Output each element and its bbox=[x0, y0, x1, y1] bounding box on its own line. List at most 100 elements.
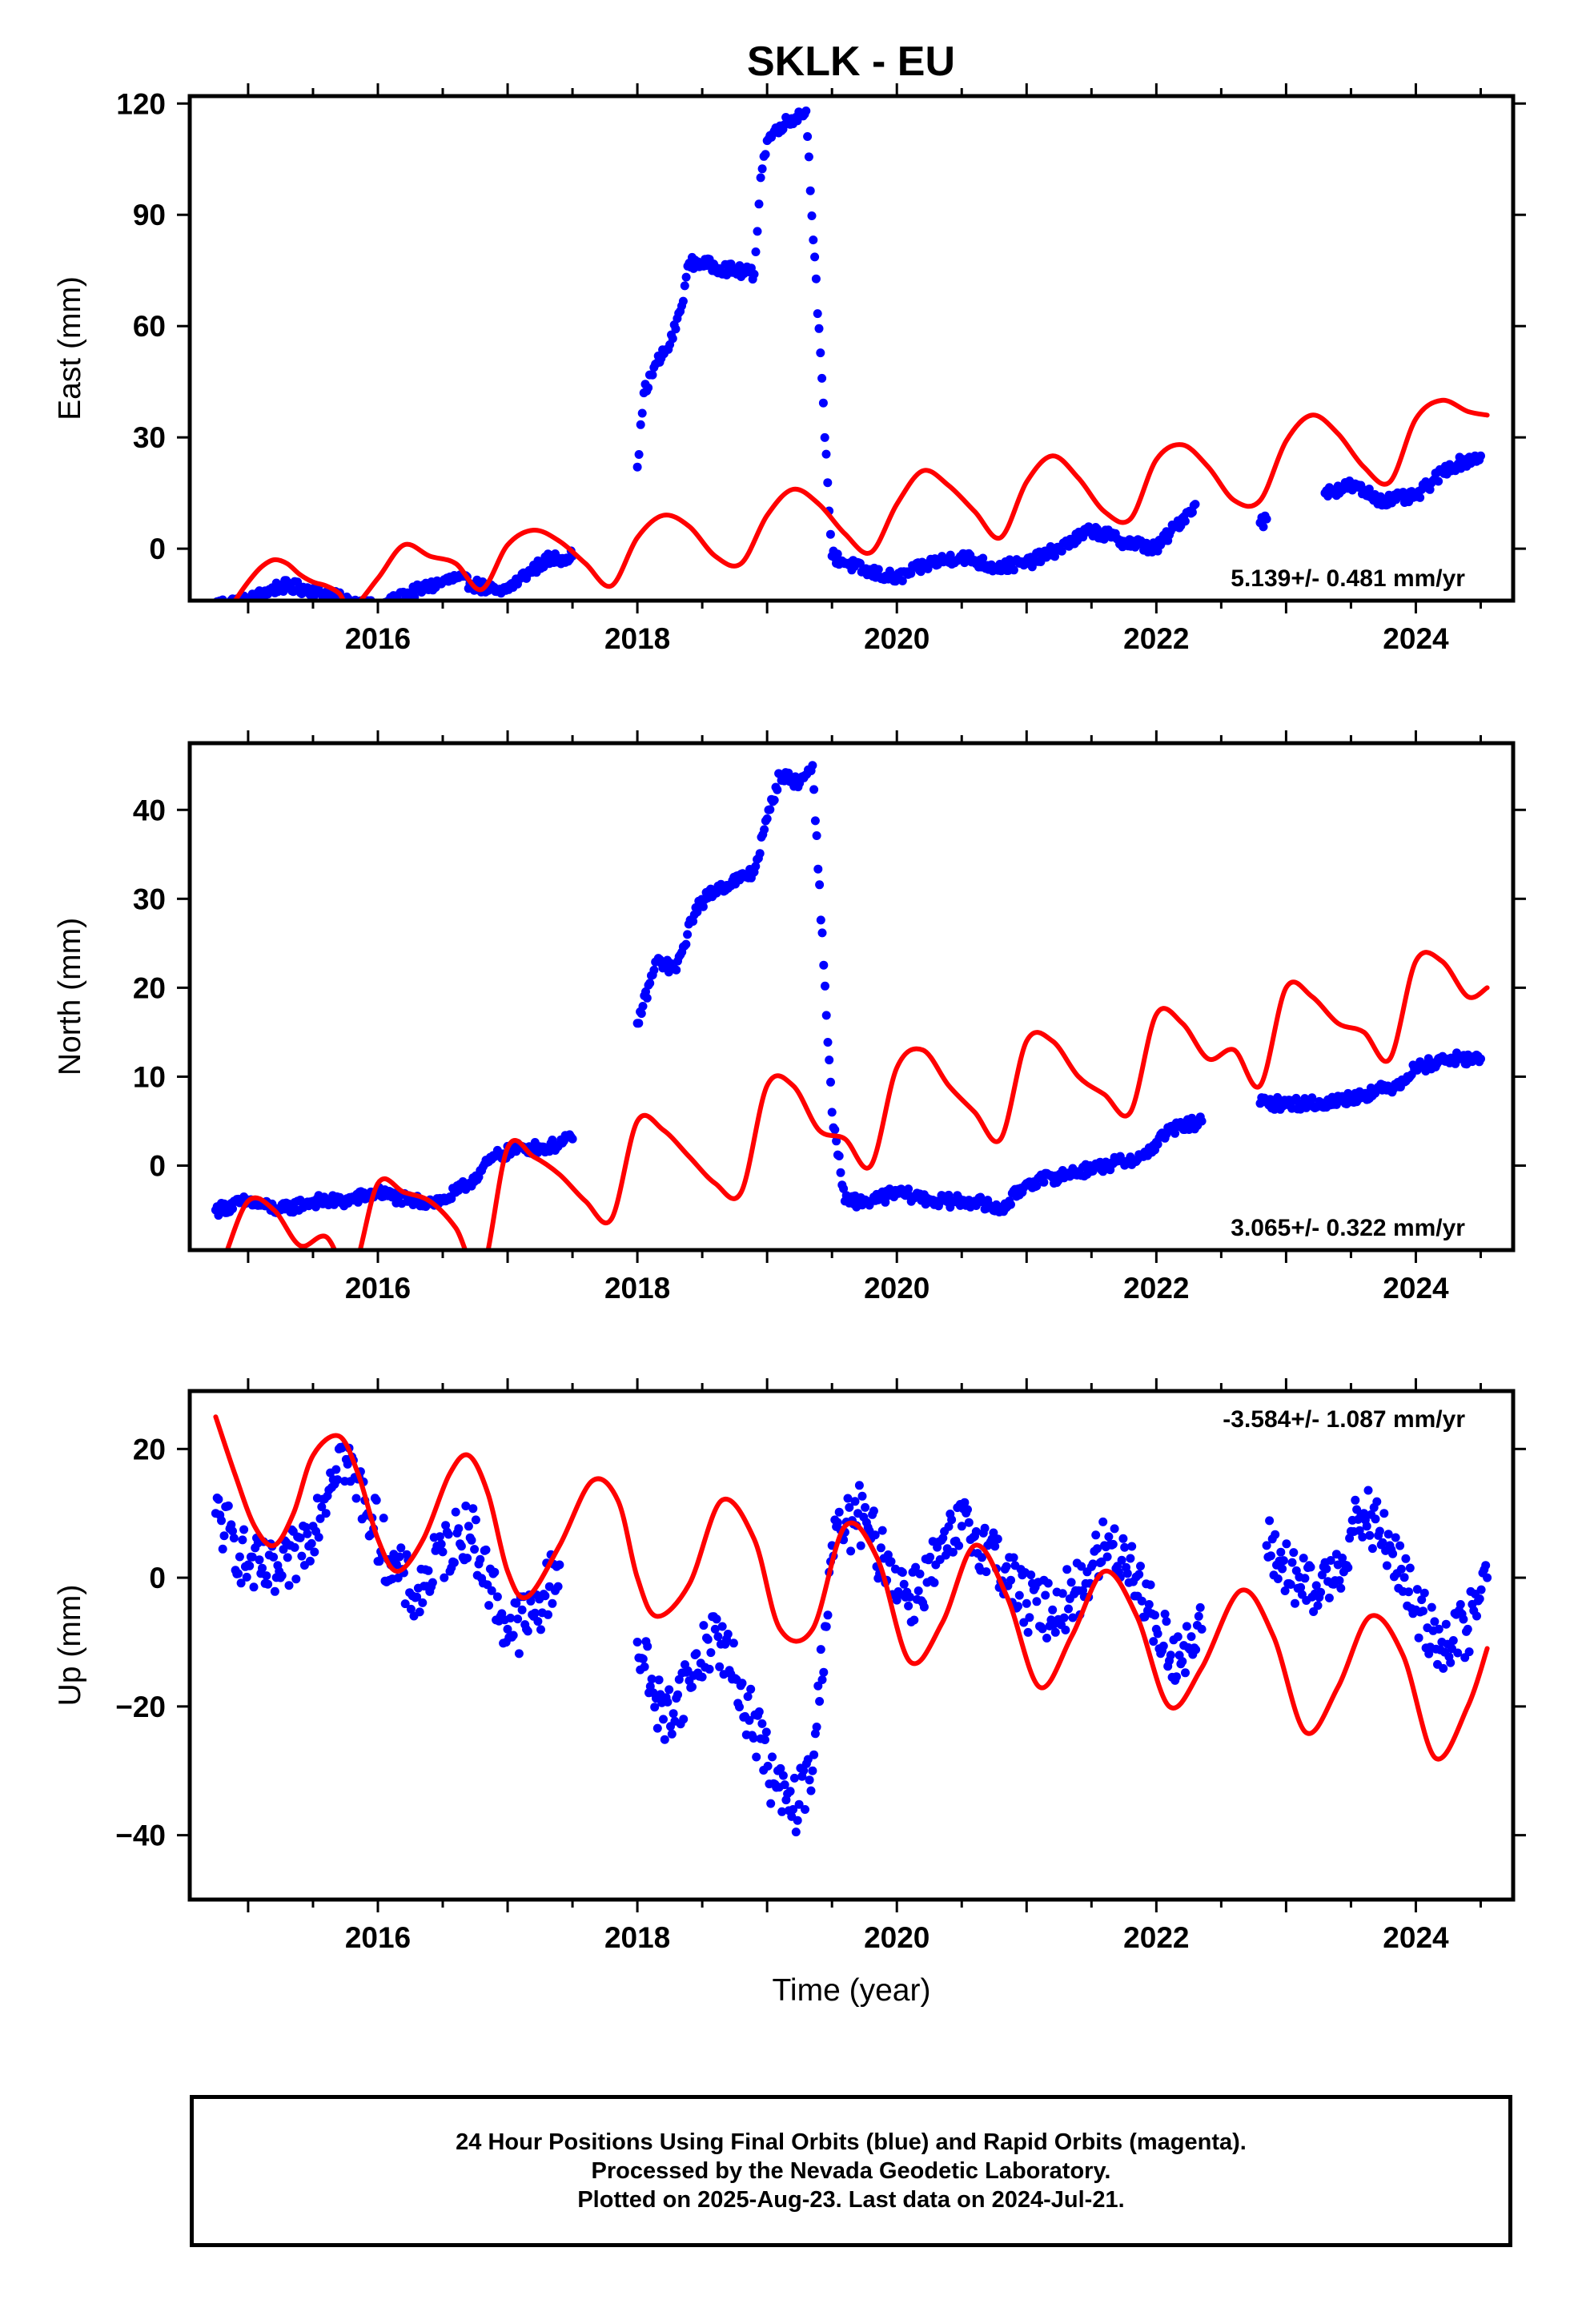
east-data-point bbox=[1009, 565, 1018, 575]
east-data-point bbox=[801, 107, 811, 115]
up-data-point bbox=[1058, 1589, 1067, 1598]
up-data-point bbox=[490, 1567, 500, 1577]
north-data-point bbox=[683, 930, 693, 939]
up-data-point bbox=[262, 1571, 271, 1581]
up-data-point bbox=[461, 1502, 471, 1510]
up-data-point bbox=[793, 1815, 802, 1825]
up-data-point bbox=[436, 1539, 446, 1549]
up-data-point bbox=[1127, 1542, 1137, 1551]
up-data-point bbox=[980, 1523, 990, 1533]
east-data-point bbox=[1180, 517, 1190, 526]
up-data-point bbox=[777, 1807, 787, 1816]
north-y-tick-label: 20 bbox=[133, 971, 166, 1004]
up-data-point bbox=[1172, 1672, 1181, 1682]
up-data-point bbox=[438, 1547, 448, 1557]
up-data-point bbox=[1118, 1534, 1128, 1543]
north-data-point bbox=[568, 1134, 577, 1144]
up-data-point bbox=[915, 1569, 925, 1578]
up-data-point bbox=[1322, 1564, 1331, 1574]
up-data-point bbox=[517, 1605, 527, 1614]
north-data-point bbox=[826, 1077, 835, 1087]
east-data-point bbox=[352, 605, 361, 613]
up-data-point bbox=[729, 1638, 738, 1648]
up-data-point bbox=[467, 1535, 476, 1545]
up-data-point bbox=[1050, 1627, 1060, 1637]
up-data-point bbox=[735, 1703, 744, 1711]
north-data-point bbox=[904, 1184, 913, 1194]
east-data-point bbox=[873, 565, 883, 574]
up-data-point bbox=[1287, 1558, 1297, 1567]
up-data-point bbox=[1178, 1657, 1187, 1667]
up-data-point bbox=[428, 1578, 437, 1587]
north-data-point bbox=[1307, 1093, 1317, 1103]
up-data-point bbox=[245, 1561, 255, 1570]
east-data-point bbox=[897, 576, 907, 585]
up-data-point bbox=[963, 1505, 972, 1514]
east-data-point bbox=[749, 269, 759, 279]
up-data-point bbox=[1276, 1547, 1286, 1557]
up-data-point bbox=[1122, 1569, 1132, 1578]
up-data-point bbox=[1453, 1648, 1463, 1658]
up-data-point bbox=[816, 1645, 825, 1655]
up-data-point bbox=[396, 1543, 406, 1553]
up-data-point bbox=[870, 1530, 880, 1540]
east-data-point bbox=[367, 605, 376, 613]
east-data-point bbox=[365, 604, 374, 613]
up-data-point bbox=[1395, 1541, 1405, 1550]
up-data-point bbox=[1378, 1538, 1387, 1547]
up-data-point bbox=[1271, 1530, 1280, 1539]
up-data-point bbox=[794, 1799, 804, 1809]
up-data-point bbox=[897, 1568, 907, 1577]
up-data-point bbox=[1273, 1574, 1283, 1583]
up-data-point bbox=[1383, 1530, 1393, 1539]
up-data-point bbox=[660, 1735, 669, 1744]
up-data-point bbox=[1002, 1562, 1011, 1571]
north-y-tick-label: 0 bbox=[149, 1150, 166, 1183]
up-data-point bbox=[331, 1465, 341, 1474]
up-data-point bbox=[911, 1562, 921, 1572]
east-data-point bbox=[820, 432, 829, 442]
east-data-point bbox=[221, 602, 230, 611]
up-data-point bbox=[810, 1729, 820, 1739]
up-data-point bbox=[905, 1592, 914, 1602]
up-data-point bbox=[1286, 1580, 1295, 1589]
up-x-axis-label: Time (year) bbox=[773, 1973, 931, 2008]
up-data-point bbox=[544, 1610, 552, 1619]
up-data-point bbox=[1091, 1530, 1101, 1540]
north-data-point bbox=[1476, 1054, 1485, 1063]
up-data-point bbox=[487, 1586, 496, 1595]
east-data-point bbox=[809, 235, 818, 245]
east-y-axis-label: East (mm) bbox=[53, 276, 87, 420]
up-data-point bbox=[663, 1697, 673, 1707]
east-y-tick-label: 90 bbox=[133, 199, 166, 231]
north-data-point bbox=[819, 960, 829, 970]
east-data-point bbox=[243, 601, 251, 610]
up-data-point bbox=[1404, 1587, 1413, 1597]
up-data-point bbox=[856, 1541, 865, 1550]
up-data-point bbox=[1062, 1565, 1072, 1574]
east-data-point bbox=[634, 450, 644, 459]
east-data-point bbox=[804, 152, 813, 162]
up-data-point bbox=[1158, 1641, 1168, 1651]
up-data-point bbox=[1367, 1544, 1377, 1554]
up-data-point bbox=[303, 1529, 312, 1538]
east-data-point bbox=[817, 373, 827, 383]
up-data-point bbox=[737, 1679, 747, 1688]
up-data-point bbox=[1419, 1606, 1427, 1616]
up-data-point bbox=[1336, 1583, 1346, 1593]
east-data-point bbox=[813, 309, 822, 319]
up-data-point bbox=[899, 1579, 909, 1589]
up-data-point bbox=[1061, 1625, 1070, 1634]
up-data-point bbox=[712, 1614, 721, 1624]
up-data-point bbox=[217, 1516, 226, 1526]
north-data-point bbox=[812, 831, 821, 840]
east-data-point bbox=[823, 478, 833, 488]
up-data-point bbox=[277, 1571, 287, 1580]
up-data-point bbox=[291, 1574, 301, 1584]
north-data-point bbox=[642, 993, 652, 1003]
north-x-tick-label: 2024 bbox=[1383, 1272, 1449, 1305]
up-data-point bbox=[1149, 1637, 1158, 1647]
up-data-point bbox=[536, 1625, 545, 1634]
up-data-point bbox=[1197, 1624, 1207, 1634]
east-data-point bbox=[223, 603, 231, 612]
